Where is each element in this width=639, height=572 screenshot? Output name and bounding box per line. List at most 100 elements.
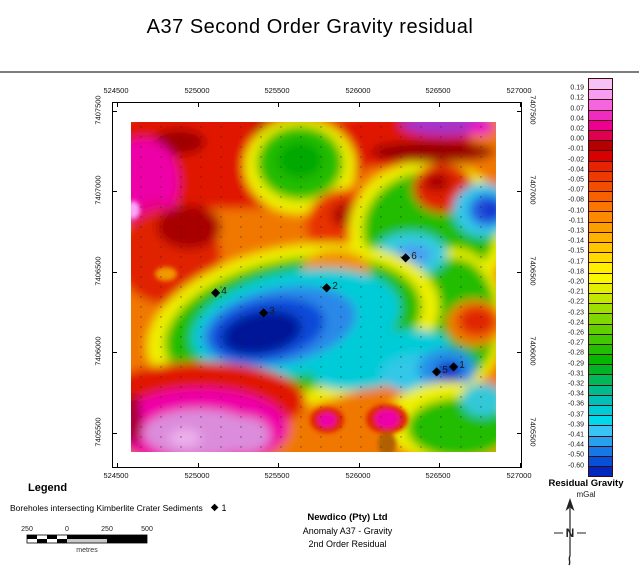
color-scale-tick-label: -0.08 bbox=[568, 196, 584, 204]
color-scale-tick-label: -0.05 bbox=[568, 176, 584, 184]
legend-item-boreholes: Boreholes intersecting Kimberlite Crater… bbox=[10, 502, 226, 513]
color-scale-cell bbox=[589, 282, 612, 293]
color-scale-cell bbox=[589, 89, 612, 100]
color-scale-tick-label: 0.04 bbox=[570, 115, 584, 123]
borehole-diamond-icon: ◆ bbox=[322, 280, 332, 294]
color-scale-cell bbox=[589, 252, 612, 263]
color-scale-cell bbox=[589, 272, 612, 283]
axis-tick-x bbox=[520, 103, 521, 107]
map-scale-bar: 250 0 250 500 metres bbox=[21, 526, 153, 554]
borehole-diamond-icon: ◆ bbox=[259, 305, 269, 319]
color-scale-cell bbox=[589, 140, 612, 151]
color-scale-tick-label: -0.27 bbox=[568, 339, 584, 347]
axis-tick-y bbox=[517, 352, 521, 353]
color-scale-tick-label: -0.13 bbox=[568, 227, 584, 235]
color-scale-tick-label: -0.44 bbox=[568, 441, 584, 449]
y-axis-label-left: 7406500 bbox=[93, 256, 103, 286]
axis-tick-y bbox=[517, 433, 521, 434]
color-scale-tick-label: -0.02 bbox=[568, 156, 584, 164]
axis-tick-x bbox=[278, 463, 279, 467]
color-scale-tick-label: -0.34 bbox=[568, 390, 584, 398]
color-scale-cell bbox=[589, 129, 612, 141]
color-scale-cell bbox=[589, 201, 612, 212]
color-scale-tick-label: -0.28 bbox=[568, 349, 584, 357]
credits-method: 2nd Order Residual bbox=[308, 539, 387, 549]
y-axis-label-left: 7406000 bbox=[93, 336, 103, 366]
y-axis-label-right: 7406000 bbox=[528, 336, 538, 366]
color-scale-cell bbox=[589, 99, 612, 110]
axis-tick-y bbox=[113, 191, 117, 192]
svg-text:500: 500 bbox=[141, 526, 153, 533]
svg-text:0: 0 bbox=[65, 526, 69, 533]
color-scale-cell bbox=[589, 445, 612, 456]
map-axis-frame bbox=[112, 102, 522, 468]
x-axis-label-top: 525500 bbox=[264, 86, 290, 95]
borehole-marker-label: 6 bbox=[411, 251, 417, 262]
page-title: A37 Second Order Gravity residual bbox=[146, 16, 474, 38]
borehole-marker-label: 1 bbox=[459, 360, 465, 371]
color-scale-tick-label: -0.10 bbox=[568, 207, 584, 215]
color-scale-tick-label: -0.24 bbox=[568, 319, 584, 327]
axis-tick-y bbox=[517, 272, 521, 273]
color-scale-title: Residual Gravity bbox=[548, 478, 624, 489]
color-scale-cell bbox=[589, 242, 612, 253]
color-scale-cell bbox=[589, 180, 612, 192]
credits-subject: Anomaly A37 - Gravity bbox=[302, 525, 393, 536]
axis-tick-y bbox=[113, 352, 117, 353]
color-scale-tick-label: -0.32 bbox=[568, 380, 584, 388]
color-scale-cell bbox=[589, 191, 612, 202]
borehole-marker-1: ◆ 1 bbox=[449, 359, 465, 373]
axis-tick-x bbox=[198, 103, 199, 107]
svg-text:250: 250 bbox=[21, 526, 33, 533]
x-axis-label-bottom: 526500 bbox=[425, 471, 451, 480]
color-scale-cell bbox=[589, 119, 612, 130]
color-scale-cell bbox=[589, 333, 612, 344]
gravity-raster-image bbox=[131, 122, 496, 452]
y-axis-label-right: 7406500 bbox=[528, 256, 538, 286]
color-scale-tick-label: -0.17 bbox=[568, 258, 584, 266]
borehole-marker-label: 3 bbox=[269, 306, 275, 317]
x-axis-label-top: 527000 bbox=[506, 86, 532, 95]
x-axis-label-bottom: 524500 bbox=[103, 471, 129, 480]
axis-tick-y bbox=[517, 191, 521, 192]
axis-tick-x bbox=[117, 103, 118, 107]
axis-tick-y bbox=[113, 433, 117, 434]
color-scale-tick-label: 0.19 bbox=[570, 84, 584, 92]
svg-text:N: N bbox=[566, 526, 575, 540]
axis-tick-y bbox=[517, 111, 521, 112]
color-scale-cell bbox=[589, 364, 612, 375]
svg-text:250: 250 bbox=[101, 526, 113, 533]
x-axis-label-top: 524500 bbox=[103, 86, 129, 95]
x-axis-label-top: 525000 bbox=[184, 86, 210, 95]
axis-tick-x bbox=[359, 103, 360, 107]
color-scale-cell bbox=[589, 415, 612, 426]
y-axis-label-right: 7407000 bbox=[528, 175, 538, 205]
borehole-marker-2: ◆ 2 bbox=[322, 280, 338, 294]
color-scale-tick-label: -0.50 bbox=[568, 451, 584, 459]
color-scale-tick-label: -0.39 bbox=[568, 421, 584, 429]
color-scale-tick-label: -0.36 bbox=[568, 400, 584, 408]
borehole-marker-label: 2 bbox=[332, 281, 338, 292]
color-scale-cell bbox=[589, 221, 612, 232]
axis-tick-x bbox=[520, 463, 521, 467]
title-divider bbox=[0, 71, 639, 73]
borehole-diamond-icon: ◆ bbox=[210, 502, 219, 513]
color-scale-tick-label: -0.14 bbox=[568, 237, 584, 245]
color-scale-cell bbox=[589, 231, 612, 242]
borehole-diamond-icon: ◆ bbox=[449, 359, 459, 373]
color-scale-cell bbox=[589, 160, 612, 171]
north-arrow-icon: N bbox=[554, 498, 586, 566]
axis-tick-y bbox=[113, 272, 117, 273]
color-scale-cell bbox=[589, 394, 612, 405]
credits-company: Newdico (Pty) Ltd bbox=[307, 512, 388, 523]
y-axis-label-right: 7405500 bbox=[528, 417, 538, 447]
color-scale-tick-label: -0.20 bbox=[568, 278, 584, 286]
color-scale-cell bbox=[589, 170, 612, 181]
color-scale-cell bbox=[589, 405, 612, 416]
y-axis-label-right: 7407500 bbox=[528, 95, 538, 125]
survey-station-dots bbox=[131, 122, 496, 452]
color-scale-cell bbox=[589, 262, 612, 273]
color-scale-tick-label: -0.23 bbox=[568, 309, 584, 317]
color-scale-cell bbox=[589, 435, 612, 446]
color-scale-cell bbox=[589, 211, 612, 222]
